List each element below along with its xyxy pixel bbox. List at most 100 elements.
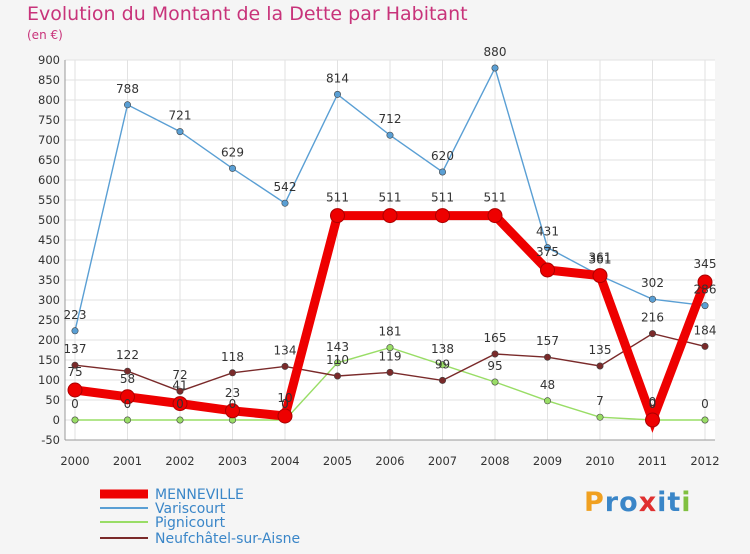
data-label: 157 (536, 334, 559, 348)
data-point-1 (333, 90, 341, 98)
y-tick-label: 500 (38, 213, 60, 227)
data-point-1 (176, 128, 184, 136)
x-tick-label: 2010 (585, 454, 614, 468)
data-label: 137 (64, 342, 87, 356)
data-point-2 (438, 361, 446, 369)
legend-label: MENNEVILLE (155, 487, 244, 503)
x-tick-label: 2008 (480, 454, 509, 468)
legend-label: Variscourt (155, 501, 226, 517)
logo-letter: i (657, 487, 668, 518)
data-label: 814 (326, 71, 349, 85)
data-point-0 (645, 412, 660, 428)
proxiti-logo: Proxiti (584, 487, 692, 518)
data-label: 511 (484, 191, 507, 205)
data-label: 135 (589, 343, 612, 357)
y-tick-label: 700 (38, 133, 60, 147)
data-point-3 (543, 353, 551, 361)
data-label: 58 (120, 372, 135, 386)
data-point-2 (543, 397, 551, 405)
legend-label: Pignicourt (155, 515, 226, 531)
y-tick-label: 300 (38, 293, 60, 307)
data-label: 10 (277, 391, 292, 405)
data-point-0 (277, 408, 293, 424)
data-label: 431 (536, 225, 559, 239)
data-label: 345 (694, 257, 717, 271)
x-tick-label: 2012 (690, 454, 719, 468)
data-label: 7 (596, 394, 604, 408)
data-point-3 (176, 387, 184, 395)
y-tick-label: 50 (45, 393, 60, 407)
legend-label: Neufchâtel-sur-Aisne (155, 531, 300, 547)
logo-letter: i (681, 487, 692, 518)
data-point-0 (592, 268, 608, 284)
data-point-1 (124, 101, 132, 109)
data-point-2 (124, 416, 132, 424)
data-point-3 (386, 368, 394, 376)
chart-title: Evolution du Montant de la Dette par Hab… (27, 3, 468, 25)
data-label: 184 (694, 323, 717, 337)
data-label: 99 (435, 357, 450, 371)
data-point-3 (701, 342, 709, 350)
data-point-1 (386, 131, 394, 139)
y-tick-label: 550 (38, 193, 60, 207)
data-point-1 (281, 199, 289, 207)
y-tick-label: 0 (53, 413, 60, 427)
data-point-3 (596, 362, 604, 370)
data-label: 223 (64, 308, 87, 322)
y-tick-label: 650 (38, 153, 60, 167)
x-tick-label: 2006 (375, 454, 404, 468)
data-point-0 (697, 274, 713, 290)
logo-letter: r (604, 487, 620, 518)
data-label: 134 (274, 343, 297, 357)
x-tick-label: 2001 (113, 454, 142, 468)
data-label: 75 (67, 365, 82, 379)
data-label: 880 (484, 45, 507, 59)
data-point-3 (333, 372, 341, 380)
data-label: 0 (229, 397, 237, 411)
data-label: 511 (431, 191, 454, 205)
data-point-2 (176, 416, 184, 424)
x-tick-label: 2011 (638, 454, 667, 468)
y-tick-label: 450 (38, 233, 60, 247)
y-tick-label: 250 (38, 313, 60, 327)
data-point-2 (596, 413, 604, 421)
data-label: 48 (540, 378, 555, 392)
data-label: 41 (172, 379, 187, 393)
y-tick-label: 100 (38, 373, 60, 387)
data-label: 118 (221, 350, 244, 364)
logo-letter: o (619, 487, 639, 518)
data-label: 721 (169, 109, 192, 123)
logo-letter: P (584, 487, 605, 518)
data-label: 286 (694, 283, 717, 297)
data-label: 788 (116, 82, 139, 96)
data-label: 165 (484, 331, 507, 345)
data-point-0 (67, 382, 83, 398)
x-tick-label: 2009 (533, 454, 562, 468)
data-label: 0 (176, 397, 184, 411)
data-label: 0 (649, 395, 657, 409)
x-tick-label: 2002 (165, 454, 194, 468)
data-point-1 (491, 64, 499, 72)
data-label: 216 (641, 311, 664, 325)
x-tick-label: 2005 (323, 454, 352, 468)
data-point-0 (435, 208, 450, 224)
data-label: 143 (326, 340, 349, 354)
data-point-1 (438, 168, 446, 176)
data-point-1 (648, 295, 656, 303)
data-label: 511 (379, 191, 402, 205)
data-point-1 (701, 302, 709, 310)
data-point-2 (386, 344, 394, 352)
data-point-1 (229, 164, 237, 172)
data-point-0 (225, 403, 240, 419)
data-label: 712 (379, 112, 402, 126)
y-tick-label: 600 (38, 173, 60, 187)
data-label: 23 (225, 386, 240, 400)
data-label: 0 (124, 397, 132, 411)
data-point-2 (491, 378, 499, 386)
data-point-3 (281, 362, 289, 370)
data-label: 72 (172, 368, 187, 382)
data-label: 302 (641, 276, 664, 290)
data-label: 0 (281, 397, 289, 411)
data-label: 542 (274, 180, 297, 194)
